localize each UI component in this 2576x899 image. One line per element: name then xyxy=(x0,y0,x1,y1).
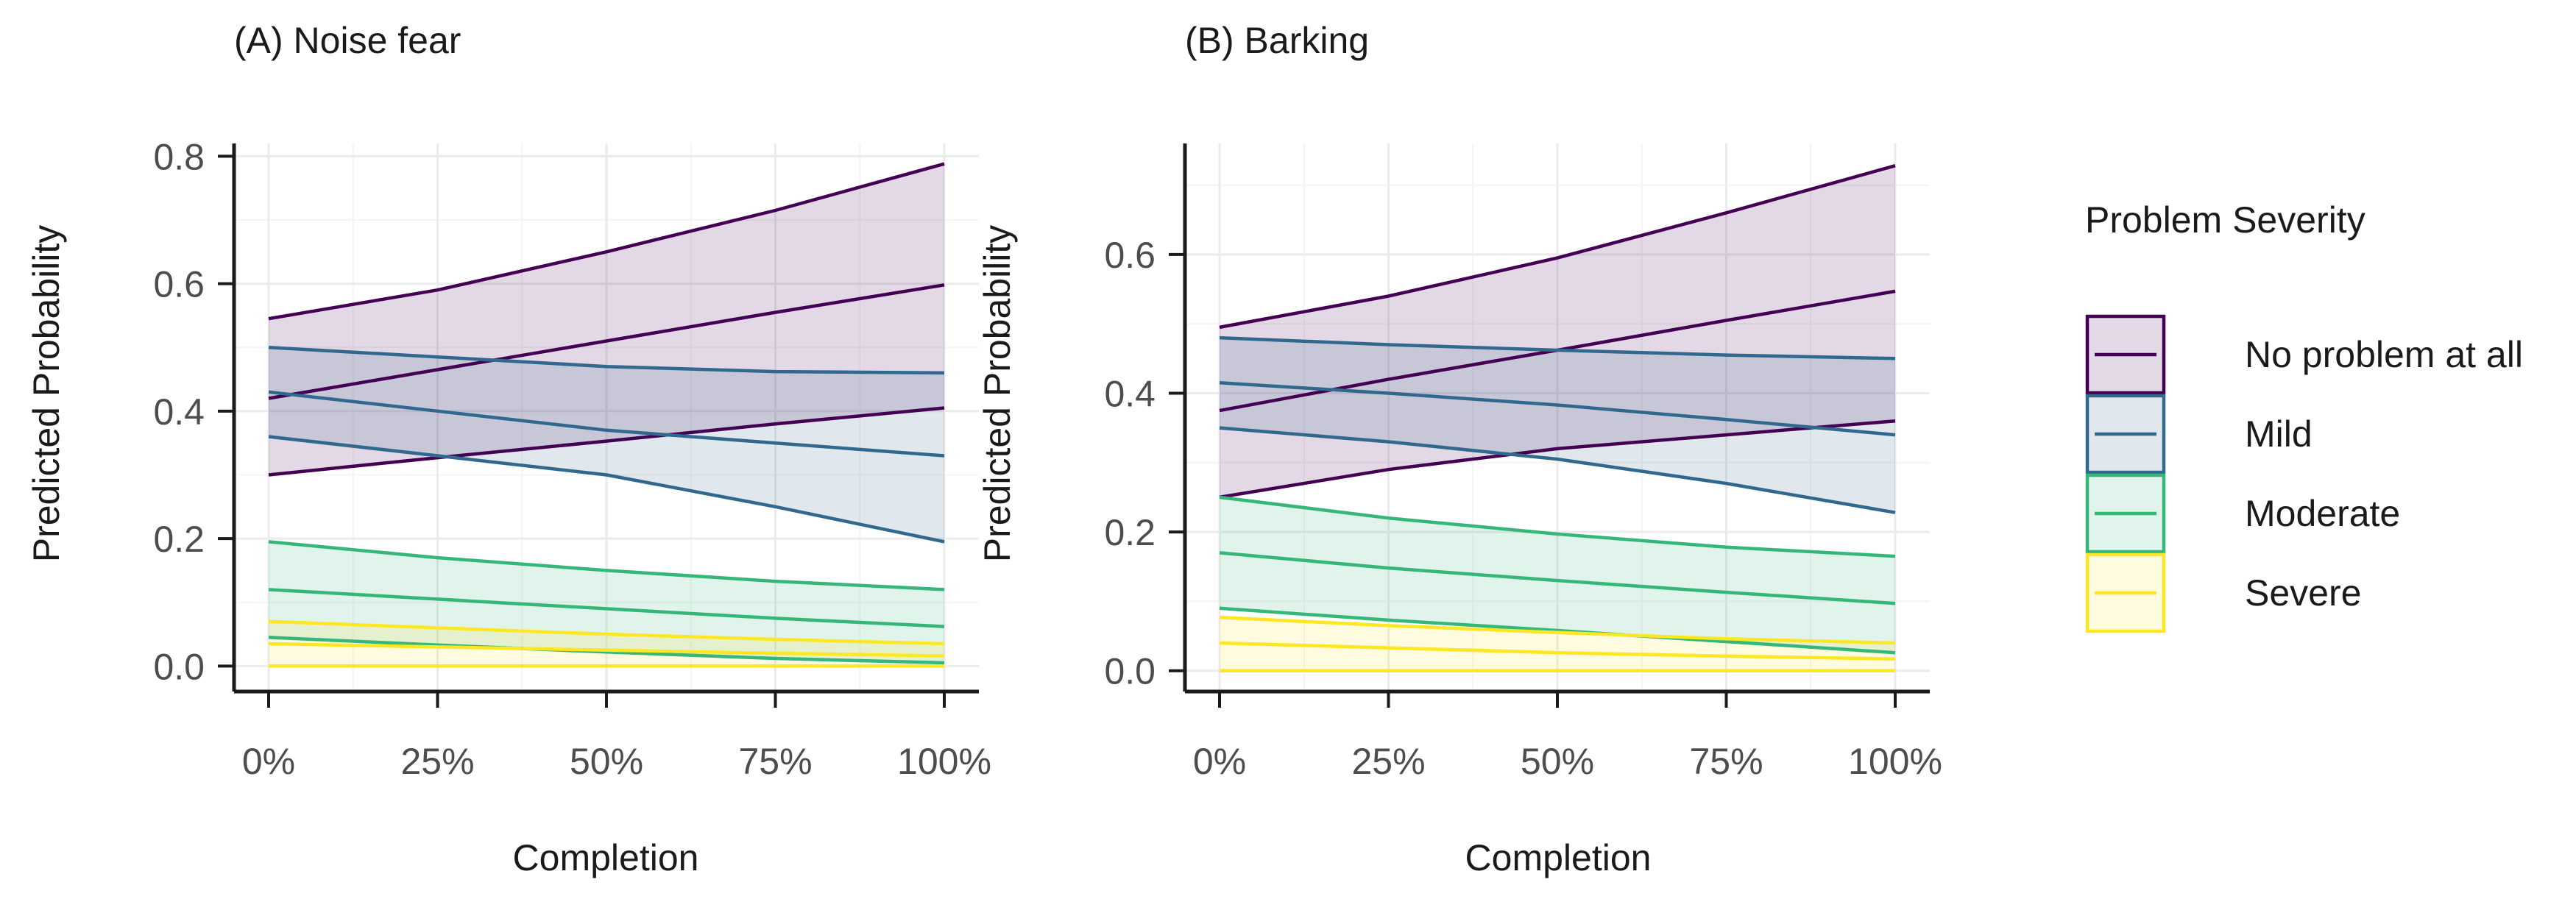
line-fit-mild xyxy=(1219,381,1896,437)
line-lower-no-problem-at-all xyxy=(1219,419,1896,500)
line-fit-severe xyxy=(1219,641,1896,661)
x-tick-label: 75% xyxy=(738,741,812,782)
legend-label-severe: Severe xyxy=(2245,572,2361,614)
legend-items: No problem at all Mild Moderate Severe xyxy=(2085,314,2523,633)
line-fit-moderate xyxy=(1219,551,1896,605)
legend-key-mild xyxy=(2085,394,2166,475)
line-upper-mild xyxy=(268,345,945,375)
legend-key-moderate xyxy=(2085,473,2166,554)
line-lower-moderate xyxy=(268,636,945,665)
x-tick-label: 25% xyxy=(1351,741,1425,782)
line-fit-moderate xyxy=(268,588,945,628)
x-tick-label: 50% xyxy=(1521,741,1594,782)
line-upper-no-problem-at-all xyxy=(268,162,945,321)
grid-noise-fear xyxy=(234,143,979,692)
lines-noise-fear xyxy=(268,162,945,668)
y-tick-label: 0.2 xyxy=(153,519,205,560)
line-upper-mild xyxy=(1219,335,1896,360)
ci-band-no-problem-at-all xyxy=(1220,166,1895,497)
lines-barking xyxy=(1219,164,1896,672)
x-tick-label: 0% xyxy=(1193,741,1246,782)
line-lower-mild xyxy=(268,435,945,544)
legend-label-moderate: Moderate xyxy=(2245,493,2400,534)
y-tick-label: 0.8 xyxy=(153,136,205,177)
legend-label-mild: Mild xyxy=(2245,413,2313,455)
y-tick-label: 0.0 xyxy=(153,646,205,687)
x-tick-label: 75% xyxy=(1689,741,1763,782)
legend-key-no-problem-at-all xyxy=(2085,314,2166,395)
ticks-noise-fear: 0% 25% 50% 75% 100% 0.0 0.2 0.4 0.6 0.8 xyxy=(153,136,991,782)
line-lower-no-problem-at-all xyxy=(268,406,945,477)
legend-title: Problem Severity xyxy=(2085,199,2366,241)
line-upper-moderate xyxy=(268,540,945,591)
line-lower-mild xyxy=(1219,426,1896,514)
ci-band-moderate xyxy=(1220,497,1895,653)
y-tick-label: 0.6 xyxy=(153,264,205,305)
panel-title-barking: (B) Barking xyxy=(1185,20,1369,61)
y-tick-label: 0.4 xyxy=(153,391,205,433)
line-fit-mild xyxy=(268,390,945,458)
grid-barking xyxy=(1185,143,1930,692)
ticks-barking: 0% 25% 50% 75% 100% 0.0 0.2 0.4 0.6 xyxy=(1104,235,1942,782)
line-upper-severe xyxy=(268,619,945,646)
bands-noise-fear xyxy=(269,163,944,667)
y-tick-label: 0.4 xyxy=(1104,373,1156,414)
x-tick-label: 100% xyxy=(897,741,991,782)
panel-noise-fear: (A) Noise fear 0% 25% 50% 75% 100%0.00.20.40… xyxy=(26,20,991,878)
x-axis-title-barking: Completion xyxy=(1465,837,1652,878)
line-lower-moderate xyxy=(1219,606,1896,655)
ci-band-mild xyxy=(269,347,944,542)
line-upper-severe xyxy=(1219,615,1896,645)
x-axis-title-noise-fear: Completion xyxy=(513,837,699,878)
legend-key-severe xyxy=(2085,552,2166,633)
ci-band-moderate xyxy=(269,541,944,663)
line-fit-no-problem-at-all xyxy=(268,283,945,400)
line-upper-no-problem-at-all xyxy=(1219,164,1896,330)
legend: Problem Severity No problem at all Mild Mo… xyxy=(2085,199,2523,633)
x-tick-label: 0% xyxy=(242,741,295,782)
line-fit-severe xyxy=(268,642,945,658)
x-tick-label: 100% xyxy=(1848,741,1942,782)
y-tick-label: 0.6 xyxy=(1104,235,1156,276)
bands-barking xyxy=(1220,166,1895,671)
line-upper-moderate xyxy=(1219,495,1896,558)
y-tick-label: 0.2 xyxy=(1104,512,1156,553)
y-axis-title-barking: Predicted Probability xyxy=(977,225,1018,563)
legend-label-no-problem-at-all: No problem at all xyxy=(2245,334,2523,375)
panel-title-noise-fear: (A) Noise fear xyxy=(234,20,461,61)
y-tick-label: 0.0 xyxy=(1104,651,1156,692)
panel-barking: (B) Barking 0% 25% 50% 75% 100%0.00.20.40.6 … xyxy=(977,20,1942,878)
ci-band-mild xyxy=(1220,338,1895,513)
y-axis-title-noise-fear: Predicted Probability xyxy=(26,225,67,563)
x-tick-label: 25% xyxy=(400,741,474,782)
x-tick-label: 50% xyxy=(570,741,643,782)
ci-band-no-problem-at-all xyxy=(269,163,944,475)
